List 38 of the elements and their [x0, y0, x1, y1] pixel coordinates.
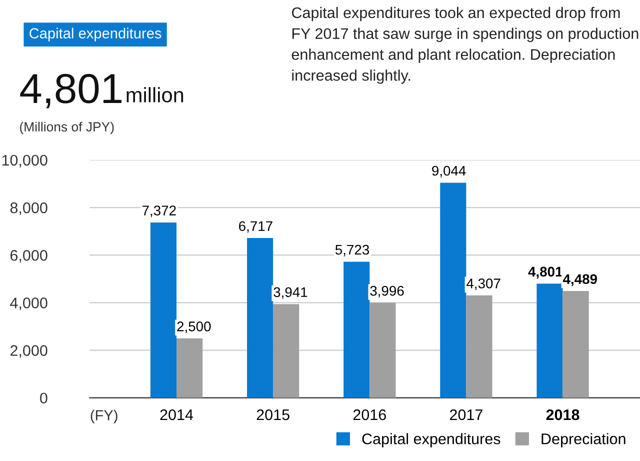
data-label: 9,044 [432, 166, 466, 178]
x-tick-label: 2015 [256, 409, 290, 420]
data-label: 7,372 [142, 206, 176, 218]
data-label: 2,500 [177, 322, 211, 333]
chart-subtitle: Capital expenditures took an expected drop from FY 2017 that saw surge in spendings on production enhancement and plant relocation. Depreciation increased slightly. [292, 6, 638, 84]
bar [344, 262, 370, 398]
bar [176, 338, 203, 398]
data-label: 6,717 [239, 221, 272, 233]
bar [440, 182, 466, 398]
data-label: 5,723 [335, 244, 370, 256]
y-tick-label: 0 [40, 392, 48, 404]
x-tick-label: 2018 [546, 409, 580, 420]
bar [466, 295, 492, 398]
y-tick-label: 8,000 [10, 202, 48, 216]
bar [562, 291, 589, 398]
x-tick-label: 2016 [353, 409, 386, 420]
bar [150, 222, 177, 398]
legend-label: Capital expenditures [362, 433, 500, 448]
x-tick-label: 2014 [160, 409, 194, 420]
y-tick-label: 6,000 [10, 250, 48, 263]
bar [370, 302, 396, 398]
bar [536, 284, 563, 398]
data-label: 3,996 [370, 286, 404, 298]
y-tick-label: 10,000 [2, 154, 48, 168]
data-label: 3,941 [274, 287, 308, 299]
text: Capital expenditures [30, 28, 162, 42]
legend-label: Depreciation [542, 433, 626, 448]
x-tick-label: 2017 [450, 409, 482, 420]
text: 4,801million [20, 74, 184, 108]
y-axis-title: (Millions of JPY) [20, 122, 114, 134]
data-label: 4,307 [466, 278, 500, 290]
data-label: 4,489 [562, 274, 597, 286]
bar [246, 238, 274, 398]
x-axis-title: (FY) [90, 410, 118, 424]
y-tick-label: 4,000 [10, 298, 48, 310]
bar [273, 304, 300, 398]
data-label: 4,801 [528, 266, 562, 279]
y-tick-label: 2,000 [10, 345, 48, 358]
